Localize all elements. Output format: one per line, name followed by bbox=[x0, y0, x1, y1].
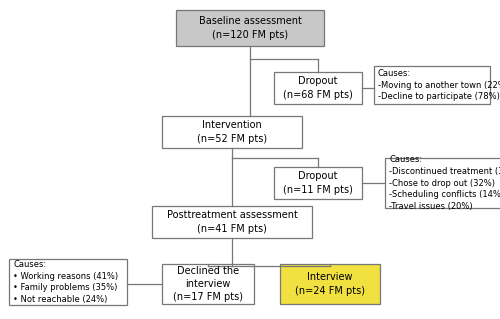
Text: Causes:
-Moving to another town (22%)
-Decline to participate (78%): Causes: -Moving to another town (22%) -D… bbox=[378, 69, 500, 101]
FancyBboxPatch shape bbox=[374, 66, 490, 104]
FancyBboxPatch shape bbox=[280, 264, 380, 304]
FancyBboxPatch shape bbox=[9, 259, 127, 305]
Text: Posttreatment assessment
(n=41 FM pts): Posttreatment assessment (n=41 FM pts) bbox=[166, 211, 298, 234]
FancyBboxPatch shape bbox=[274, 72, 362, 104]
Text: Interview
(n=24 FM pts): Interview (n=24 FM pts) bbox=[295, 272, 365, 296]
Text: Causes:
• Working reasons (41%)
• Family problems (35%)
• Not reachable (24%): Causes: • Working reasons (41%) • Family… bbox=[13, 260, 118, 304]
Text: Baseline assessment
(n=120 FM pts): Baseline assessment (n=120 FM pts) bbox=[198, 16, 302, 40]
Text: Dropout
(n=11 FM pts): Dropout (n=11 FM pts) bbox=[283, 171, 353, 195]
FancyBboxPatch shape bbox=[385, 158, 500, 208]
Text: Declined the
interview
(n=17 FM pts): Declined the interview (n=17 FM pts) bbox=[173, 266, 243, 302]
FancyBboxPatch shape bbox=[152, 206, 312, 238]
FancyBboxPatch shape bbox=[162, 264, 254, 304]
Text: Causes:
-Discontinued treatment (34%)
-Chose to drop out (32%)
-Scheduling confl: Causes: -Discontinued treatment (34%) -C… bbox=[389, 155, 500, 211]
FancyBboxPatch shape bbox=[274, 167, 362, 199]
Text: Dropout
(n=68 FM pts): Dropout (n=68 FM pts) bbox=[283, 76, 353, 100]
FancyBboxPatch shape bbox=[176, 10, 324, 46]
FancyBboxPatch shape bbox=[162, 116, 302, 148]
Text: Intervention
(n=52 FM pts): Intervention (n=52 FM pts) bbox=[197, 120, 267, 144]
